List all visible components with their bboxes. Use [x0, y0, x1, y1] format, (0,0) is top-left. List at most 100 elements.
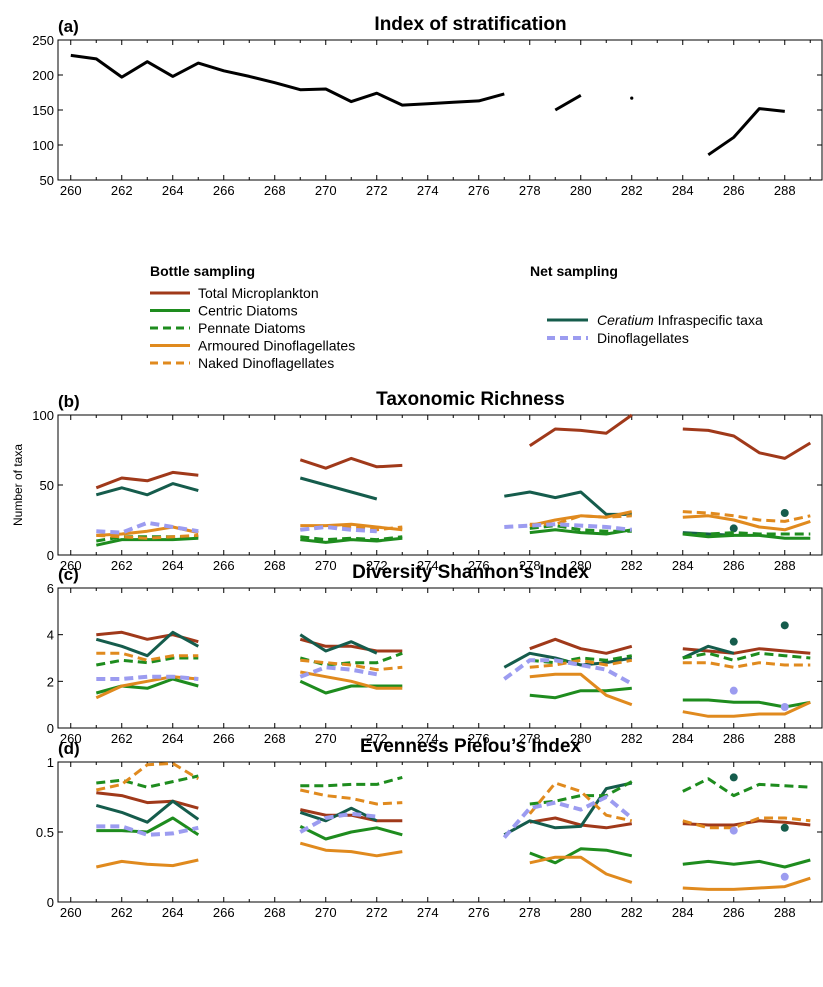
- legend-item-ceratium: Ceratium Infraspecific taxa: [547, 312, 763, 328]
- legend: Bottle sampling Net sampling Total Micro…: [150, 263, 763, 371]
- legend-item-total-microplankton: Total Microplankton: [150, 285, 319, 301]
- series-line-segment: [682, 819, 811, 827]
- series-line-segment: [95, 630, 200, 658]
- x-tick-label: 270: [315, 731, 337, 746]
- x-tick-label: 266: [213, 905, 235, 920]
- x-tick-label: 288: [774, 183, 796, 198]
- series-line-segment: [682, 510, 811, 523]
- series-naked-dinoflagellates: [95, 761, 811, 830]
- panel-label: (a): [58, 17, 79, 36]
- x-tick-label: 266: [213, 183, 235, 198]
- series-line-segment: [682, 661, 811, 669]
- series-marker: [780, 872, 789, 881]
- series-line-segment: [682, 427, 812, 460]
- series-line-segment: [95, 799, 200, 824]
- legend-label: Centric Diatoms: [198, 303, 298, 319]
- series-line-segment: [682, 651, 811, 662]
- x-tick-label: 278: [519, 731, 541, 746]
- series-centric-diatoms: [95, 677, 811, 709]
- legend-label-italic: Ceratium: [597, 312, 654, 328]
- series-line-segment: [682, 531, 811, 536]
- x-tick-label: 278: [519, 558, 541, 573]
- x-tick-label: 286: [723, 731, 745, 746]
- series-line-segment: [682, 777, 811, 798]
- series-armoured-dinoflagellates: [95, 841, 811, 891]
- panel-title: Taxonomic Richness: [376, 389, 565, 410]
- series-line-segment: [529, 672, 633, 707]
- y-tick-label: 4: [47, 628, 54, 643]
- series-marker: [729, 773, 738, 782]
- series-line-segment: [504, 490, 632, 516]
- x-tick-label: 286: [723, 558, 745, 573]
- y-tick-label: 0.5: [36, 825, 54, 840]
- series-line-segment: [682, 644, 735, 660]
- x-tick-label: 272: [366, 731, 388, 746]
- y-tick-label: 250: [32, 33, 54, 48]
- legend-bottle-items: Total Microplankton Centric DiatomsPennat…: [150, 285, 355, 371]
- series-line-segment: [529, 780, 633, 806]
- series-line-segment: [682, 858, 811, 869]
- x-tick-label: 260: [60, 731, 82, 746]
- x-tick-label: 272: [366, 183, 388, 198]
- series-line-segment: [96, 816, 200, 837]
- y-tick-label: 200: [32, 68, 54, 83]
- series-line-segment: [682, 532, 811, 540]
- series-line-segment: [300, 670, 403, 690]
- legend-label: Pennate Diatoms: [198, 320, 305, 336]
- series-line-segment: [707, 107, 785, 157]
- series-line-segment: [529, 637, 633, 655]
- series-line-segment: [300, 525, 377, 534]
- series-line-segment: [502, 795, 634, 839]
- series-line-segment: [96, 791, 199, 810]
- x-tick-label: 268: [264, 905, 286, 920]
- y-tick-label: 6: [47, 581, 54, 596]
- series-line-segment: [95, 482, 199, 497]
- legend-label: Naked Dinoflagellates: [198, 355, 334, 371]
- series-line-segment: [529, 658, 633, 669]
- series-line-segment: [503, 781, 633, 837]
- x-tick-label: 280: [570, 731, 592, 746]
- legend-item-naked-dinoflagellates: Naked Dinoflagellates: [150, 355, 334, 371]
- series-marker: [780, 703, 789, 711]
- series-line-segment: [299, 788, 403, 806]
- series-marker: [729, 637, 738, 646]
- x-tick-label: 264: [162, 731, 184, 746]
- legend-label: Armoured Dinoflagellates: [198, 338, 355, 354]
- series-line-segment: [95, 536, 199, 547]
- series-line-segment: [96, 520, 199, 535]
- x-tick-label: 264: [162, 183, 184, 198]
- series-line-segment: [299, 841, 403, 858]
- series-line-segment: [96, 533, 199, 540]
- series-line-segment: [528, 413, 633, 448]
- series-line-segment: [95, 470, 199, 490]
- legend-item-centric-diatoms: Centric Diatoms: [150, 303, 298, 319]
- series-pennate-diatoms: [96, 774, 811, 806]
- legend-net-heading: Net sampling: [530, 263, 618, 279]
- x-tick-label: 262: [111, 183, 133, 198]
- x-tick-label: 282: [621, 731, 643, 746]
- x-tick-label: 260: [60, 558, 82, 573]
- series-net-dinoflagellates: [96, 520, 633, 535]
- panel-title: Diversity Shannon’s Index: [352, 562, 589, 583]
- legend-net-items: Ceratium Infraspecific taxa Dinoflagellat…: [547, 312, 763, 346]
- series-armoured-dinoflagellates: [96, 510, 811, 537]
- panel-a: (a) Index of stratification 50 100 150 200 250…: [32, 14, 823, 198]
- x-tick-label: 276: [468, 905, 490, 920]
- x-tick-label: 280: [570, 558, 592, 573]
- series-line-segment: [503, 651, 633, 669]
- x-tick-label: 278: [519, 905, 541, 920]
- series-line-segment: [300, 775, 403, 788]
- legend-label-text: Infraspecific taxa: [654, 312, 763, 328]
- x-tick-label: 284: [672, 731, 694, 746]
- x-tick-label: 272: [366, 558, 388, 573]
- panel-d: (d) Evenness Pielou’s Index 0 0.5 1 260 262 264…: [36, 736, 823, 920]
- y-tick-label: 100: [32, 138, 54, 153]
- panel-c: (c) Diversity Shannon’s Index 0 2 4 6 260 262 26…: [47, 562, 823, 746]
- legend-item-armoured-dinoflagellates: Armoured Dinoflagellates: [150, 338, 355, 354]
- series-net-dinoflagellates: [96, 795, 789, 881]
- x-tick-label: 260: [60, 183, 82, 198]
- x-tick-label: 272: [366, 905, 388, 920]
- series-line-segment: [96, 656, 199, 667]
- series-line-segment: [96, 824, 199, 837]
- legend-item-net-dinoflagellates: Dinoflagellates: [547, 330, 689, 346]
